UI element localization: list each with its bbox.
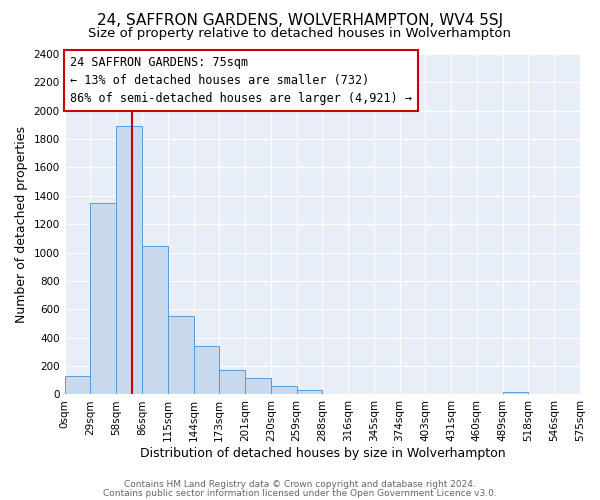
- Bar: [245, 378, 271, 394]
- Bar: [116, 126, 142, 394]
- Text: Contains HM Land Registry data © Crown copyright and database right 2024.: Contains HM Land Registry data © Crown c…: [124, 480, 476, 489]
- Bar: [91, 203, 116, 394]
- Bar: [219, 370, 245, 394]
- Y-axis label: Number of detached properties: Number of detached properties: [15, 126, 28, 322]
- Text: Contains public sector information licensed under the Open Government Licence v3: Contains public sector information licen…: [103, 488, 497, 498]
- Text: 24 SAFFRON GARDENS: 75sqm
← 13% of detached houses are smaller (732)
86% of semi: 24 SAFFRON GARDENS: 75sqm ← 13% of detac…: [70, 56, 412, 104]
- Bar: [168, 316, 193, 394]
- Bar: [142, 246, 168, 394]
- Text: Size of property relative to detached houses in Wolverhampton: Size of property relative to detached ho…: [89, 28, 511, 40]
- Bar: [503, 392, 529, 394]
- Text: 24, SAFFRON GARDENS, WOLVERHAMPTON, WV4 5SJ: 24, SAFFRON GARDENS, WOLVERHAMPTON, WV4 …: [97, 12, 503, 28]
- Bar: [65, 376, 91, 394]
- Bar: [296, 390, 322, 394]
- Bar: [193, 346, 219, 395]
- X-axis label: Distribution of detached houses by size in Wolverhampton: Distribution of detached houses by size …: [140, 447, 505, 460]
- Bar: [271, 386, 296, 394]
